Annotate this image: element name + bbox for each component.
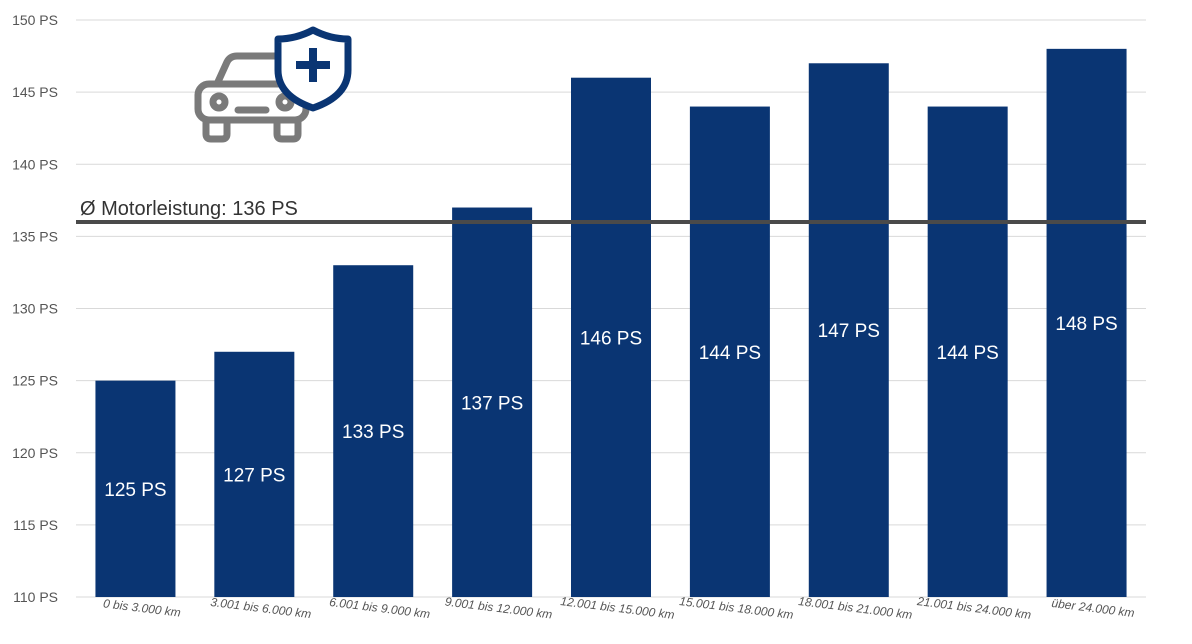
y-tick-label: 135 PS (12, 228, 58, 244)
bar-data-label: 144 PS (699, 343, 761, 364)
bar (571, 77, 651, 597)
x-tick-label: 12.001 bis 15.000 km (560, 594, 676, 622)
bar (333, 265, 414, 597)
y-tick-label: 150 PS (12, 12, 58, 28)
x-axis-tick-labels: 0 bis 3.000 km 3.001 bis 6.000 km 6.001 bi… (102, 594, 1135, 622)
bar-data-label: 147 PS (818, 321, 880, 342)
bar-data-label: 137 PS (461, 393, 523, 414)
bar (452, 207, 533, 597)
y-tick-label: 115 PS (13, 517, 58, 533)
y-tick-label: 130 PS (12, 301, 58, 317)
y-tick-label: 125 PS (12, 373, 58, 389)
average-reference: Ø Motorleistung: 136 PS (76, 198, 1146, 224)
x-tick-label: 15.001 bis 18.000 km (679, 594, 795, 622)
bar-data-label: 148 PS (1055, 314, 1117, 335)
x-tick-label: 3.001 bis 6.000 km (210, 595, 312, 621)
y-tick-label: 140 PS (12, 156, 58, 172)
x-tick-label: 6.001 bis 9.000 km (329, 595, 431, 621)
bar-data-labels: 125 PS 127 PS 133 PS 137 PS 146 PS 144 PS 147 … (104, 314, 1117, 501)
bar (1046, 48, 1127, 598)
x-tick-label: 0 bis 3.000 km (102, 596, 181, 619)
bar (927, 106, 1008, 598)
bar (808, 63, 889, 597)
bar (214, 351, 295, 597)
x-tick-label: 18.001 bis 21.000 km (797, 594, 913, 622)
y-tick-label: 110 PS (13, 589, 58, 605)
x-tick-label: 21.001 bis 24.000 km (915, 594, 1032, 622)
y-tick-label: 145 PS (12, 84, 58, 100)
car-shield-plus-icon (194, 26, 352, 143)
x-tick-label: 9.001 bis 12.000 km (444, 594, 553, 621)
x-tick-label: über 24.000 km (1051, 596, 1135, 620)
bar-data-label: 127 PS (223, 465, 285, 486)
y-axis-tick-labels: 110 PS 115 PS 120 PS 125 PS 130 PS 135 PS 140 … (12, 12, 58, 605)
shield-plus-icon (274, 26, 352, 112)
average-line-label: Ø Motorleistung: 136 PS (80, 198, 298, 220)
bar (689, 106, 770, 598)
y-tick-label: 120 PS (12, 445, 58, 461)
bar-data-label: 125 PS (104, 480, 166, 501)
bar-data-label: 133 PS (342, 422, 404, 443)
bar-data-label: 144 PS (937, 343, 999, 364)
bar-data-label: 146 PS (580, 328, 642, 349)
bar (95, 380, 176, 597)
bars (95, 48, 1127, 598)
